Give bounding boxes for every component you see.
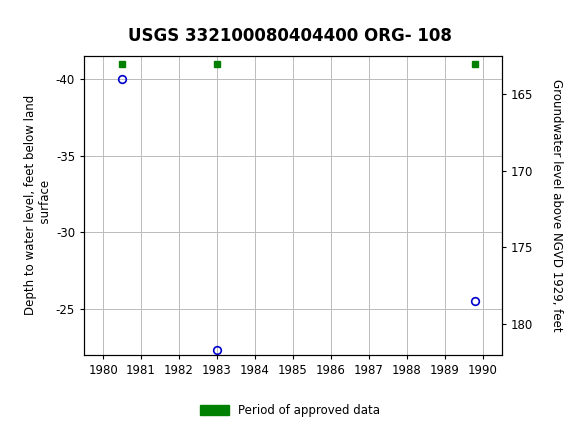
Y-axis label: Groundwater level above NGVD 1929, feet: Groundwater level above NGVD 1929, feet bbox=[550, 79, 563, 332]
Text: USGS 332100080404400 ORG- 108: USGS 332100080404400 ORG- 108 bbox=[128, 27, 452, 45]
Legend: Period of approved data: Period of approved data bbox=[195, 399, 385, 422]
Text: ≡USGS: ≡USGS bbox=[3, 12, 85, 33]
Y-axis label: Depth to water level, feet below land
  surface: Depth to water level, feet below land su… bbox=[24, 95, 52, 316]
